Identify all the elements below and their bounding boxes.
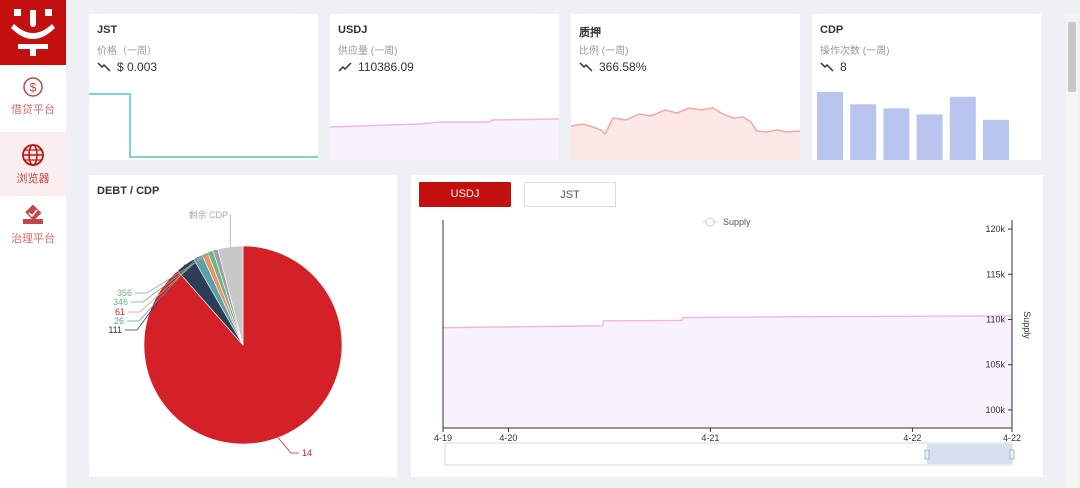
supply-area-chart: Supply 100k 105k 110k 115k 120k Supply 4-19 4-20… (434, 217, 1032, 466)
sidebar-item-label: 浏览器 (16, 173, 50, 185)
zoom-slider[interactable] (444, 442, 1015, 466)
x-tick-label: 4-21 (701, 433, 719, 443)
card-subtitle: 供应量 (一周) (338, 46, 398, 57)
card-subtitle: 操作次数 (一周) (820, 46, 890, 57)
card-value-text: 110386.09 (358, 60, 414, 74)
svg-text:$: $ (30, 81, 37, 95)
cdp-bar (883, 108, 910, 160)
cdp-bar (983, 119, 1009, 160)
cdp-bar (916, 114, 943, 160)
pie-label: 26 (114, 316, 124, 326)
pie-label: 111 (108, 325, 122, 335)
debt-cdp-panel: DEBT / CDP 14 111 26 61 346 356 剩余 CDP (89, 175, 397, 477)
card-subtitle: 比例 (一周) (579, 46, 629, 57)
pie-label: 346 (113, 297, 128, 307)
pledge-card[interactable]: 质押 比例 (一周) 366.58% (571, 14, 800, 160)
usdj-card[interactable]: USDJ 供应量 (一周) 110386.09 (330, 14, 559, 160)
sidebar: $ 借贷平台 浏览器 治理平台 (0, 0, 66, 488)
card-value-text: $ 0.003 (117, 60, 158, 74)
pie-label-line (135, 249, 216, 294)
cdp-operations-bars (817, 92, 1009, 160)
pie-label-line (277, 437, 299, 454)
tab-usdj[interactable]: USDJ (419, 182, 511, 207)
pie-label: 61 (115, 307, 125, 317)
card-value-text: 8 (840, 60, 847, 74)
pie-label: 剩余 CDP (188, 209, 228, 220)
sidebar-item-label: 借贷平台 (11, 104, 55, 116)
y-axis-label: Supply (1022, 311, 1032, 339)
zoom-handle-left[interactable] (924, 449, 930, 460)
sidebar-item-governance[interactable]: 治理平台 (0, 205, 66, 269)
card-value: 366.58% (579, 60, 646, 74)
cdp-card[interactable]: CDP 操作次数 (一周) 8 (812, 14, 1041, 160)
cdp-bar (817, 92, 843, 160)
card-subtitle: 价格（一周） (97, 46, 157, 57)
pie-slice[interactable] (217, 245, 244, 346)
page-scrollbar[interactable] (1066, 14, 1078, 488)
supply-line[interactable] (442, 315, 1013, 329)
sidebar-item-label: 治理平台 (11, 233, 55, 245)
card-value: 110386.09 (338, 60, 414, 74)
tab-jst[interactable]: JST (524, 182, 616, 207)
pie-label-line (131, 251, 211, 303)
pie-label: 14 (302, 448, 312, 458)
trend-up-icon (338, 62, 352, 72)
jst-card[interactable]: JST 价格（一周） $ 0.003 (89, 14, 318, 160)
globe-icon (22, 144, 44, 166)
x-tick-label: 4-22 (1003, 433, 1021, 443)
card-title: 质押 (579, 27, 601, 39)
sidebar-item-lending[interactable]: $ 借贷平台 (0, 76, 66, 140)
card-value-text: 366.58% (599, 60, 647, 74)
card-value: $ 0.003 (97, 60, 157, 74)
pie-label-line (229, 214, 231, 247)
card-value: 8 (820, 60, 847, 74)
card-title: USDJ (338, 24, 368, 36)
scrollbar-thumb[interactable] (1068, 22, 1076, 92)
jst-price-sparkline (89, 93, 318, 158)
y-tick-label: 100k (985, 405, 1005, 415)
legend-label: Supply (723, 217, 751, 227)
x-tick-label: 4-20 (499, 433, 517, 443)
cdp-bar (850, 104, 877, 160)
app-logo[interactable] (0, 0, 66, 65)
pie-label-line (128, 253, 206, 313)
pie-label: 356 (117, 288, 132, 298)
ballot-icon (23, 205, 43, 224)
trend-down-icon (579, 62, 593, 72)
x-tick-label: 4-19 (434, 433, 452, 443)
card-title: CDP (820, 24, 844, 36)
trend-down-icon (820, 62, 834, 72)
pledge-ratio-sparkline (571, 107, 800, 160)
supply-area (443, 315, 1012, 428)
usdj-supply-sparkline (330, 118, 559, 160)
x-tick-label: 4-22 (903, 433, 921, 443)
y-tick-label: 110k (986, 314, 1005, 324)
y-tick-label: 120k (985, 224, 1005, 234)
chart-legend[interactable]: Supply (703, 217, 751, 227)
pie-label-line (125, 264, 186, 331)
supply-panel: USDJ JST Supply 100k 105k 110k 115k 120k Suppl… (411, 175, 1043, 477)
pie-label-line (127, 256, 199, 322)
y-tick-label: 115k (986, 269, 1005, 279)
cdp-bar (949, 96, 976, 160)
trend-down-icon (97, 62, 111, 72)
sidebar-item-browser[interactable]: 浏览器 (0, 132, 66, 196)
zoom-handle-right[interactable] (1009, 449, 1015, 460)
panel-title: DEBT / CDP (97, 185, 160, 197)
dollar-coin-icon: $ (23, 77, 43, 97)
y-tick-label: 105k (985, 360, 1005, 370)
card-title: JST (97, 24, 118, 36)
